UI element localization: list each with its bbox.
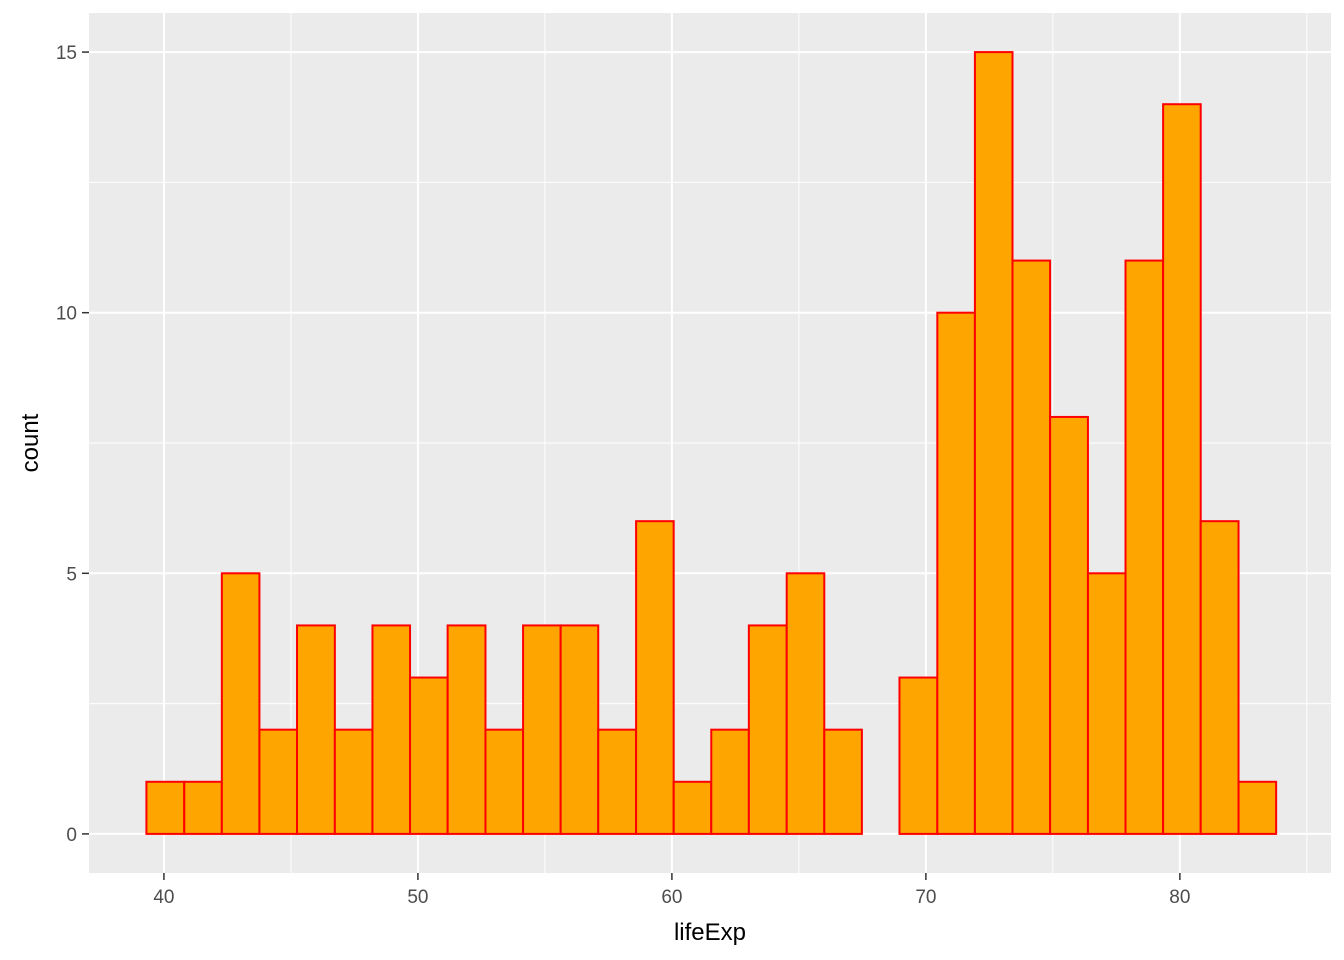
histogram-bar bbox=[1086, 572, 1127, 835]
y-tick-label: 5 bbox=[66, 564, 77, 585]
histogram-bar bbox=[183, 780, 223, 835]
histogram-bar bbox=[1124, 259, 1165, 835]
y-tick-label: 10 bbox=[56, 304, 77, 325]
histogram-bar bbox=[823, 728, 863, 835]
x-tick-label: 70 bbox=[915, 887, 936, 908]
y-tick-label: 15 bbox=[56, 43, 77, 64]
histogram-bar bbox=[296, 624, 336, 835]
histogram-bar bbox=[258, 728, 299, 835]
histogram-bar bbox=[710, 728, 750, 835]
histogram-bar bbox=[371, 624, 412, 835]
histogram-bar bbox=[672, 780, 713, 835]
histogram-bar bbox=[785, 572, 826, 835]
y-axis-title: count bbox=[17, 413, 44, 472]
histogram-bars bbox=[145, 51, 1278, 835]
histogram-bar bbox=[973, 51, 1014, 835]
x-tick-label: 40 bbox=[153, 887, 174, 908]
histogram-bar bbox=[747, 624, 788, 835]
x-tick-label: 60 bbox=[661, 887, 682, 908]
y-axis: 0 5 10 15 bbox=[56, 43, 89, 846]
histogram-bar bbox=[484, 728, 525, 835]
histogram-bar bbox=[1199, 520, 1240, 835]
histogram-bar bbox=[1011, 259, 1052, 835]
x-tick-label: 80 bbox=[1169, 887, 1190, 908]
x-tick-label: 50 bbox=[407, 887, 428, 908]
histogram-bar bbox=[898, 676, 939, 835]
x-axis-title: lifeExp bbox=[674, 919, 746, 946]
x-axis: 40 50 60 70 80 bbox=[153, 873, 1190, 908]
histogram-bar bbox=[1237, 780, 1278, 835]
histogram-bar bbox=[446, 624, 487, 835]
histogram-bar bbox=[1162, 103, 1202, 835]
histogram-bar bbox=[220, 572, 261, 835]
histogram-bar bbox=[1049, 415, 1089, 835]
histogram-bar bbox=[409, 676, 449, 835]
histogram-bar bbox=[635, 520, 675, 835]
histogram-bar bbox=[145, 780, 186, 835]
y-tick-label: 0 bbox=[66, 825, 77, 846]
histogram-bar bbox=[936, 311, 976, 835]
histogram-bar bbox=[559, 624, 600, 835]
histogram-bar bbox=[522, 624, 562, 835]
histogram-bar bbox=[597, 728, 638, 835]
histogram-bar bbox=[333, 728, 374, 835]
